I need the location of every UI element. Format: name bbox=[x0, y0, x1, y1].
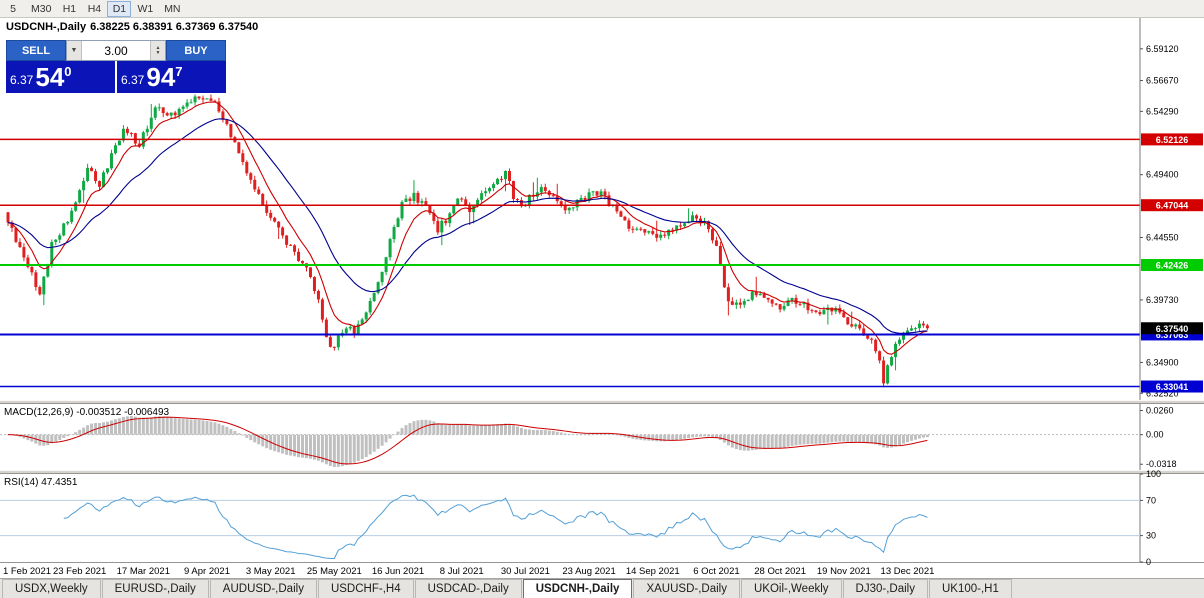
horizontal-level-lines[interactable] bbox=[0, 138, 1140, 388]
trade-controls-row: SELL ▼ ▲ ▼ BUY bbox=[6, 40, 226, 61]
svg-text:100: 100 bbox=[1146, 469, 1161, 479]
svg-text:6.59120: 6.59120 bbox=[1146, 44, 1179, 54]
svg-text:25 May 2021: 25 May 2021 bbox=[307, 566, 362, 577]
sell-price-pipette: 0 bbox=[64, 64, 72, 79]
chart-tab-eurusd-daily[interactable]: EURUSD-,Daily bbox=[101, 579, 209, 598]
timeframe-button-d1[interactable]: D1 bbox=[107, 0, 132, 17]
chart-tab-usdcad-daily[interactable]: USDCAD-,Daily bbox=[414, 579, 522, 598]
timeframe-button-w1[interactable]: W1 bbox=[137, 2, 154, 15]
chart-tab-usdchf-h4[interactable]: USDCHF-,H4 bbox=[317, 579, 414, 598]
chart-tab-xauusd-daily[interactable]: XAUUSD-,Daily bbox=[633, 579, 740, 598]
svg-text:0: 0 bbox=[1146, 557, 1151, 567]
volume-input[interactable] bbox=[82, 41, 150, 60]
timeframe-button-m30[interactable]: M30 bbox=[31, 2, 52, 15]
svg-text:16 Jun 2021: 16 Jun 2021 bbox=[372, 566, 424, 577]
chart-tab-uk100-h1[interactable]: UK100-,H1 bbox=[928, 579, 1012, 598]
rsi-label: RSI(14) 47.4351 bbox=[4, 477, 78, 488]
volume-control: ▼ ▲ ▼ bbox=[66, 40, 166, 61]
svg-text:0.00: 0.00 bbox=[1146, 430, 1164, 440]
svg-text:19 Nov 2021: 19 Nov 2021 bbox=[817, 566, 871, 577]
chart-window: 6.59120 6.56670 6.54290 6.49400 6.44550 6.397… bbox=[0, 18, 1204, 578]
chart-tab-usdx-weekly[interactable]: USDX,Weekly bbox=[2, 579, 101, 598]
svg-text:6.32520: 6.32520 bbox=[1146, 388, 1179, 398]
svg-text:6.49400: 6.49400 bbox=[1146, 170, 1179, 180]
svg-text:23 Feb 2021: 23 Feb 2021 bbox=[53, 566, 106, 577]
svg-text:8 Jul 2021: 8 Jul 2021 bbox=[440, 566, 484, 577]
svg-text:13 Dec 2021: 13 Dec 2021 bbox=[881, 566, 935, 577]
svg-text:6.42426: 6.42426 bbox=[1156, 260, 1189, 270]
svg-text:70: 70 bbox=[1146, 495, 1156, 505]
buy-price-panel[interactable]: 6.37 94 7 bbox=[117, 61, 226, 93]
timeframe-button-mn[interactable]: MN bbox=[164, 2, 181, 15]
sell-price-prefix: 6.37 bbox=[10, 73, 34, 87]
svg-text:6.44550: 6.44550 bbox=[1146, 232, 1179, 242]
chart-symbol-label: USDCNH-,Daily bbox=[6, 21, 87, 33]
chart-tab-dj30-daily[interactable]: DJ30-,Daily bbox=[842, 579, 928, 598]
svg-text:6 Oct 2021: 6 Oct 2021 bbox=[693, 566, 739, 577]
price-axis-labels: 6.59120 6.56670 6.54290 6.49400 6.44550 6.397… bbox=[1140, 44, 1203, 398]
svg-text:28 Oct 2021: 28 Oct 2021 bbox=[754, 566, 806, 577]
stepper-up-icon[interactable]: ▲ bbox=[155, 44, 161, 51]
buy-price-big: 94 bbox=[146, 62, 176, 92]
date-axis-labels: 1 Feb 2021 23 Feb 2021 17 Mar 2021 9 Apr 20… bbox=[3, 566, 934, 577]
svg-text:9 Apr 2021: 9 Apr 2021 bbox=[184, 566, 230, 577]
chart-tabbar: USDX,Weekly EURUSD-,Daily AUDUSD-,Daily USD… bbox=[0, 578, 1204, 598]
svg-text:6.52126: 6.52126 bbox=[1156, 135, 1189, 145]
trade-price-row: 6.37 54 0 6.37 94 7 bbox=[6, 61, 226, 93]
moving-average-lines bbox=[7, 101, 928, 355]
timeframe-button-5[interactable]: 5 bbox=[10, 2, 16, 15]
svg-text:6.34900: 6.34900 bbox=[1146, 357, 1179, 367]
svg-text:30 Jul 2021: 30 Jul 2021 bbox=[501, 566, 550, 577]
svg-text:1 Feb 2021: 1 Feb 2021 bbox=[3, 566, 51, 577]
sell-price-panel[interactable]: 6.37 54 0 bbox=[6, 61, 115, 93]
timeframe-button-h4[interactable]: H4 bbox=[87, 2, 102, 15]
timeframe-toolbar: 5 M30 H1 H4 D1 W1 MN bbox=[0, 0, 1204, 18]
stepper-down-icon[interactable]: ▼ bbox=[155, 49, 161, 56]
volume-stepper[interactable]: ▲ ▼ bbox=[150, 41, 165, 60]
buy-button[interactable]: BUY bbox=[166, 40, 226, 61]
timeframe-button-h1[interactable]: H1 bbox=[62, 2, 77, 15]
svg-text:23 Aug 2021: 23 Aug 2021 bbox=[562, 566, 615, 577]
svg-text:6.56670: 6.56670 bbox=[1146, 76, 1179, 86]
macd-indicator: 0.0260 0.00 -0.0318 MACD(12,26,9) -0.003512… bbox=[0, 406, 1177, 469]
svg-text:-0.0318: -0.0318 bbox=[1146, 459, 1177, 469]
chart-tab-usdcnh-daily[interactable]: USDCNH-,Daily bbox=[522, 579, 633, 598]
svg-text:6.37540: 6.37540 bbox=[1156, 324, 1189, 334]
price-chart-canvas[interactable]: 6.59120 6.56670 6.54290 6.49400 6.44550 6.397… bbox=[0, 18, 1204, 578]
svg-text:14 Sep 2021: 14 Sep 2021 bbox=[626, 566, 680, 577]
svg-text:6.39730: 6.39730 bbox=[1146, 295, 1179, 305]
volume-dropdown-icon[interactable]: ▼ bbox=[67, 41, 82, 60]
chart-ohlc-values: 6.38225 6.38391 6.37369 6.37540 bbox=[90, 21, 259, 33]
sell-price-big: 54 bbox=[35, 62, 65, 92]
svg-text:6.37063: 6.37063 bbox=[1156, 330, 1189, 340]
macd-label: MACD(12,26,9) -0.003512 -0.006493 bbox=[4, 407, 170, 418]
rsi-indicator: 100 70 30 0 RSI(14) 47.4351 bbox=[0, 469, 1161, 567]
chart-title: USDCNH-,Daily 6.38225 6.38391 6.37369 6.3… bbox=[6, 21, 262, 33]
svg-text:3 May 2021: 3 May 2021 bbox=[246, 566, 296, 577]
svg-text:30: 30 bbox=[1146, 531, 1156, 541]
svg-text:17 Mar 2021: 17 Mar 2021 bbox=[117, 566, 170, 577]
chart-tab-ukoil-weekly[interactable]: UKOil-,Weekly bbox=[740, 579, 842, 598]
buy-price-prefix: 6.37 bbox=[121, 73, 145, 87]
svg-text:6.47044: 6.47044 bbox=[1156, 201, 1189, 211]
chart-tab-audusd-daily[interactable]: AUDUSD-,Daily bbox=[209, 579, 317, 598]
svg-text:6.54290: 6.54290 bbox=[1146, 106, 1179, 116]
one-click-trading-panel: SELL ▼ ▲ ▼ BUY 6.37 54 0 6 bbox=[6, 40, 226, 93]
svg-text:6.33041: 6.33041 bbox=[1156, 382, 1189, 392]
buy-price-pipette: 7 bbox=[175, 64, 183, 79]
svg-text:0.0260: 0.0260 bbox=[1146, 406, 1174, 416]
sell-button[interactable]: SELL bbox=[6, 40, 66, 61]
